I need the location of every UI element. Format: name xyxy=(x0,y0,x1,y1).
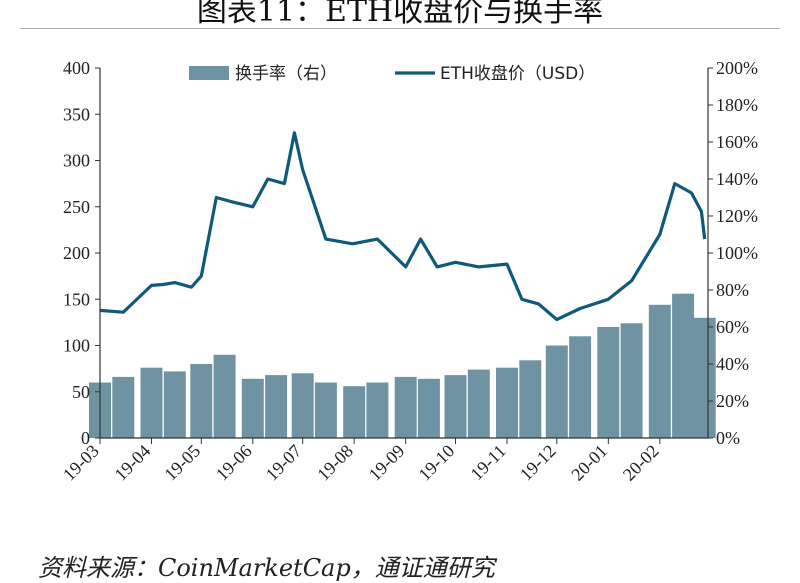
y-left-tick-label: 350 xyxy=(63,104,90,124)
x-tick-label: 19-11 xyxy=(466,441,509,484)
title-divider xyxy=(20,28,780,29)
turnover-bar xyxy=(140,367,163,438)
y-left-tick-label: 300 xyxy=(63,151,90,171)
x-tick-label: 19-08 xyxy=(313,441,357,485)
turnover-bar xyxy=(241,378,264,438)
y-right-tick-label: 100% xyxy=(716,243,758,263)
y-right-tick-label: 0% xyxy=(716,428,740,448)
turnover-bar xyxy=(545,345,568,438)
y-left-tick-label: 250 xyxy=(63,197,90,217)
y-left-tick-label: 200 xyxy=(63,243,90,263)
turnover-bar xyxy=(672,293,695,438)
y-right-tick-label: 200% xyxy=(716,58,758,78)
x-tick-label: 19-03 xyxy=(59,441,103,485)
turnover-bar xyxy=(112,376,135,438)
turnover-bar xyxy=(444,375,467,438)
chart-title: 图表11：ETH收盘价与换手率 xyxy=(196,0,604,29)
turnover-bar xyxy=(343,386,366,438)
y-right-tick-label: 20% xyxy=(716,391,749,411)
x-tick-label: 20-01 xyxy=(567,441,611,485)
turnover-bar xyxy=(417,378,440,438)
turnover-bar xyxy=(190,364,213,438)
turnover-bar xyxy=(394,376,417,438)
y-right-tick-label: 120% xyxy=(716,206,758,226)
chart: 0 50 100 150 200 250 300 350 400 0% 20% 40% 60% 80% 10… xyxy=(59,58,758,485)
y-right-tick-label: 160% xyxy=(716,132,758,152)
turnover-bar xyxy=(620,323,643,438)
y-left-tick-label: 150 xyxy=(63,289,90,309)
turnover-bar xyxy=(163,371,186,438)
x-tick-label: 19-07 xyxy=(262,441,306,485)
y-right-tick-label: 140% xyxy=(716,169,758,189)
x-tick-label: 19-10 xyxy=(414,441,458,485)
eth-price-line xyxy=(99,131,707,322)
x-tick-label: 19-04 xyxy=(110,441,154,485)
turnover-bar xyxy=(467,369,490,438)
turnover-bar xyxy=(213,354,236,439)
turnover-bar xyxy=(519,360,542,438)
legend-label-price: ETH收盘价（USD） xyxy=(440,64,595,84)
turnover-bar xyxy=(569,336,592,439)
y-right-tick-label: 80% xyxy=(716,280,749,300)
y-left-tick-label: 0 xyxy=(81,428,90,448)
turnover-bar xyxy=(597,327,620,438)
turnover-bar xyxy=(291,373,314,439)
legend-swatch-bar xyxy=(189,66,229,80)
y-left-tick-label: 400 xyxy=(63,58,90,78)
y-right-tick-label: 40% xyxy=(716,354,749,374)
y-right-tick-label: 180% xyxy=(716,95,758,115)
turnover-bar xyxy=(496,367,518,438)
x-tick-label: 20-02 xyxy=(619,441,663,485)
turnover-bar xyxy=(693,317,716,439)
x-tick-label: 19-06 xyxy=(212,441,256,485)
y-left-tick-label: 100 xyxy=(63,336,90,356)
turnover-bar xyxy=(648,304,671,438)
turnover-bar xyxy=(314,382,337,438)
turnover-bar xyxy=(366,382,389,438)
turnover-bar xyxy=(265,375,288,438)
x-tick-label: 19-12 xyxy=(516,441,560,485)
x-tick-label: 19-05 xyxy=(160,441,204,485)
y-right-tick-label: 60% xyxy=(716,317,749,337)
x-tick-label: 19-09 xyxy=(365,441,409,485)
legend-label-turnover: 换手率（右） xyxy=(235,64,337,84)
y-left-tick-label: 50 xyxy=(72,382,90,402)
